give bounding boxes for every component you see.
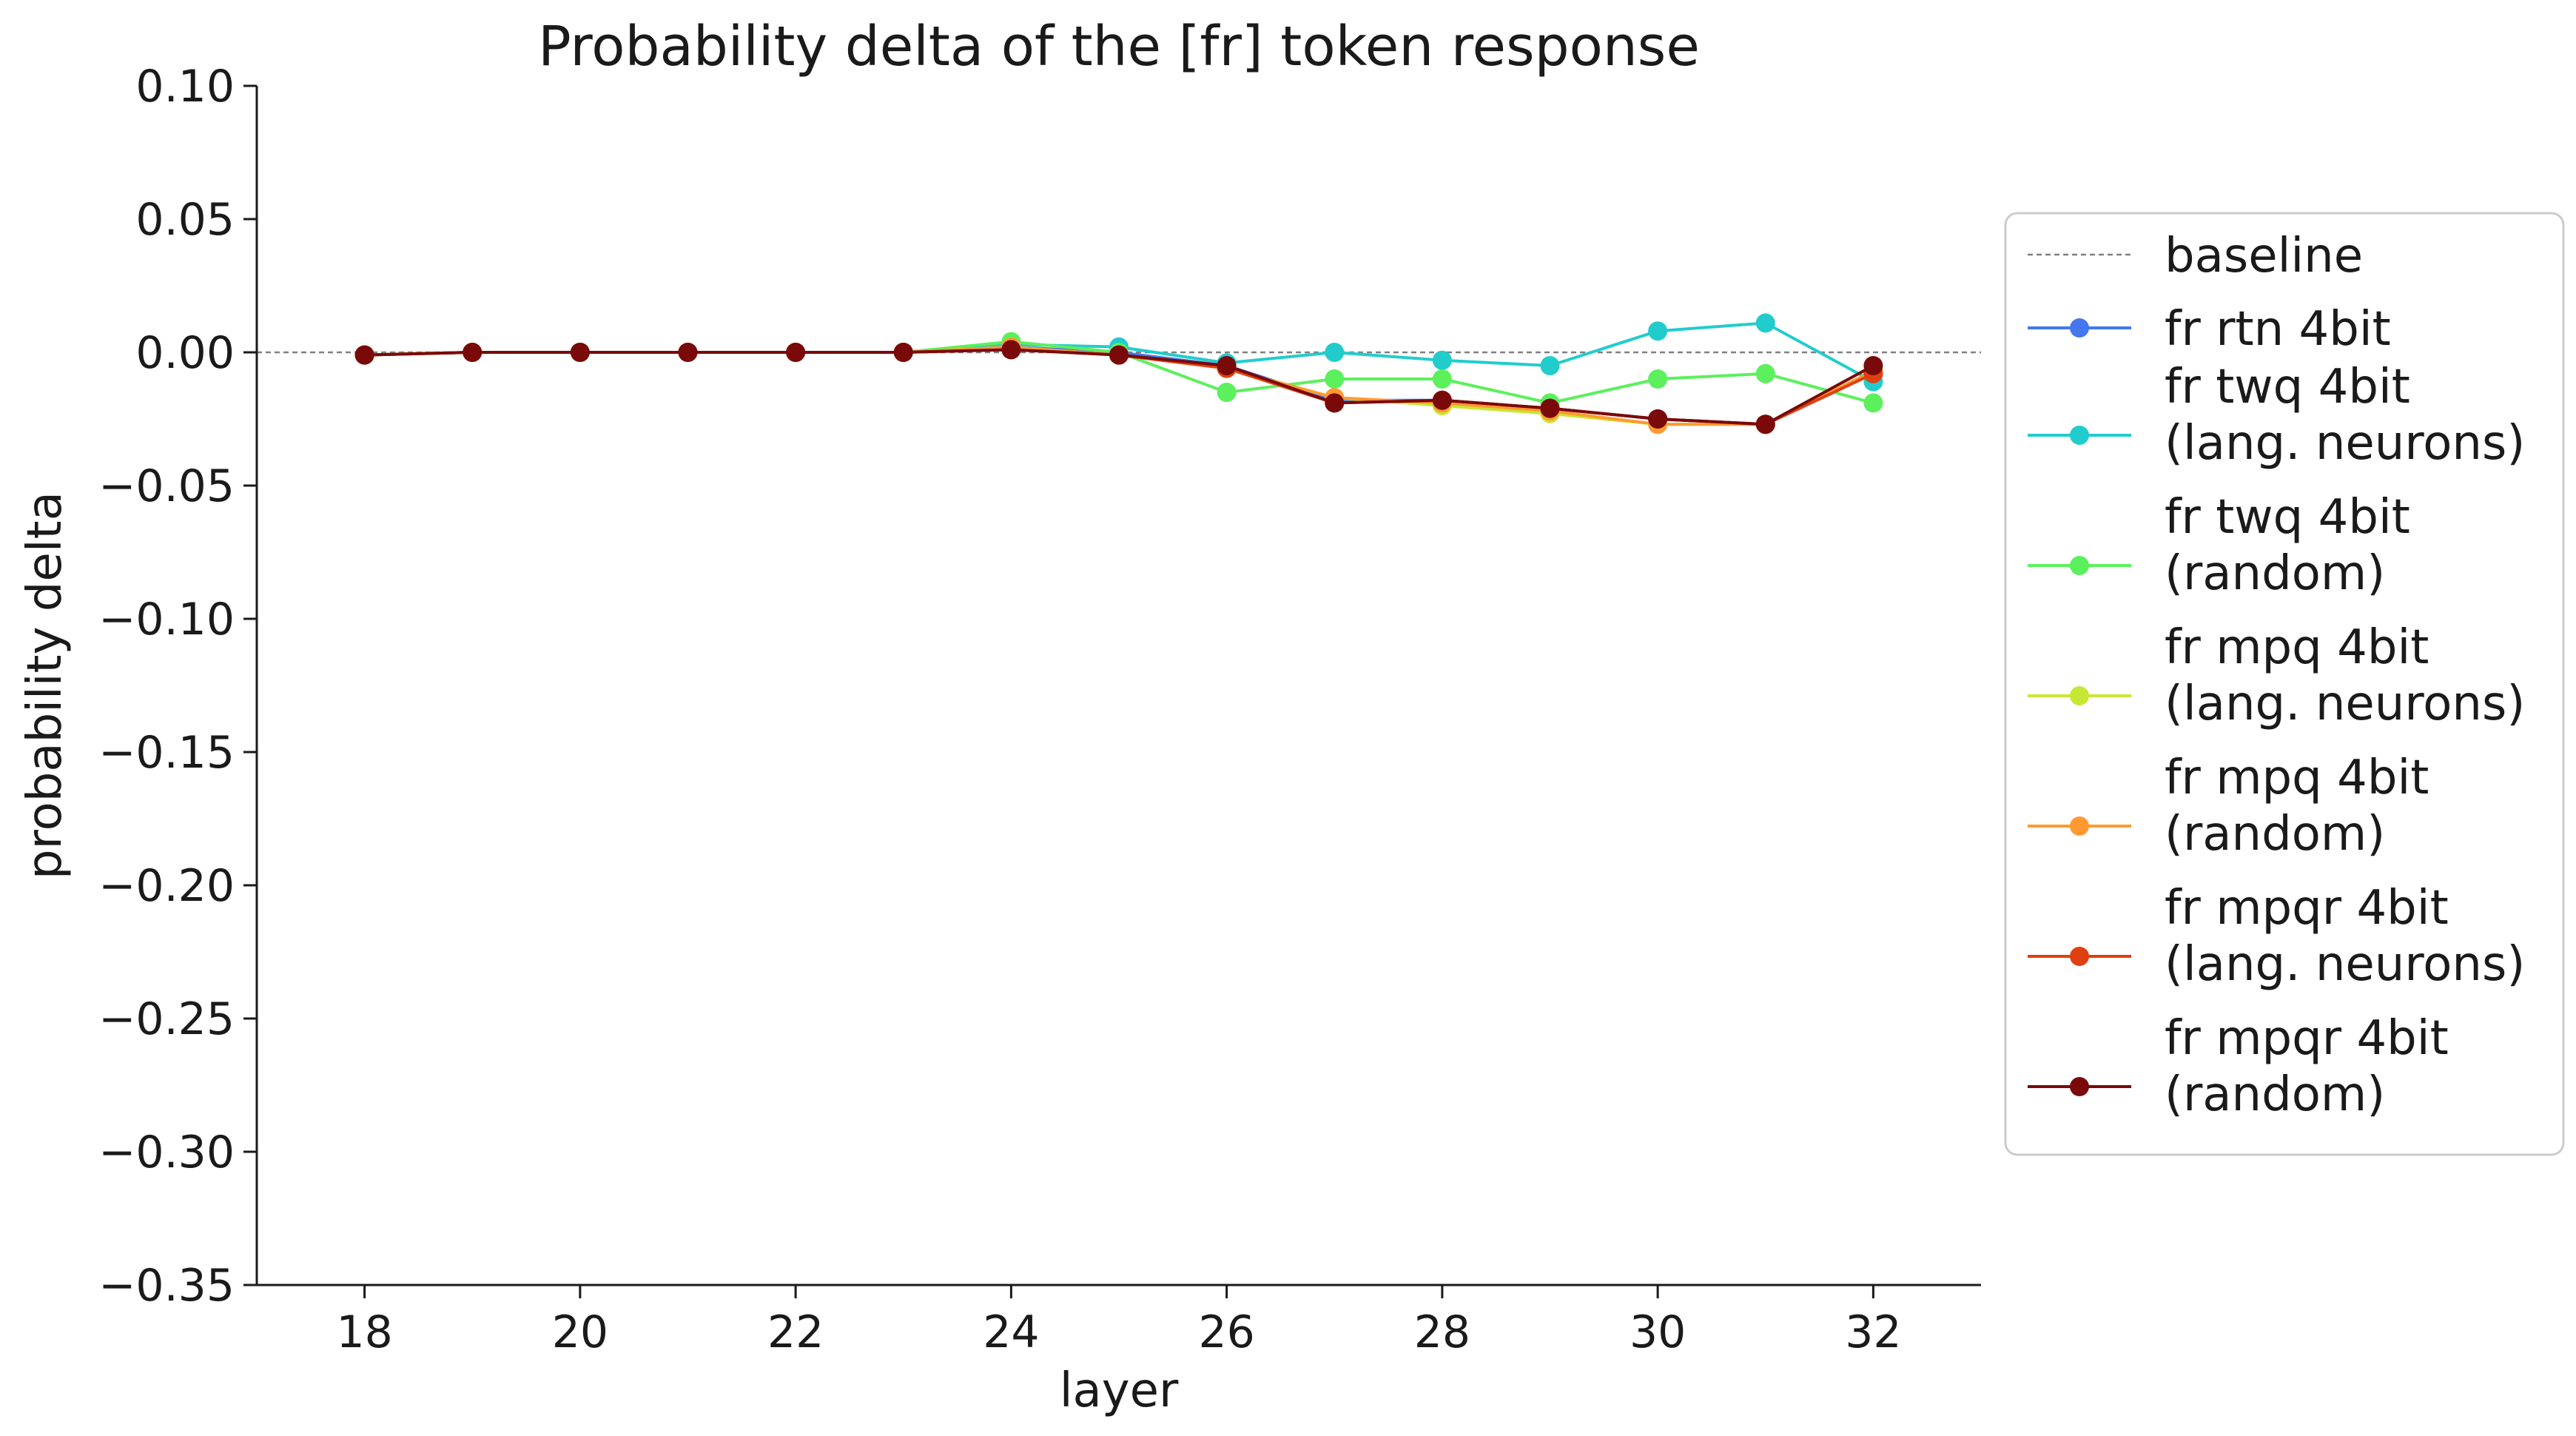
legend-label: (lang. neurons) — [2165, 937, 2525, 992]
x-tick-label: 24 — [983, 1306, 1039, 1358]
legend-marker — [2070, 816, 2089, 836]
legend-box — [2004, 212, 2565, 1156]
data-point — [1540, 356, 1560, 375]
y-axis-label: probability delta — [18, 491, 73, 879]
legend-marker — [2070, 318, 2089, 338]
legend-label: (random) — [2165, 546, 2385, 601]
data-point — [1109, 345, 1129, 365]
legend-label: fr mpqr 4bit — [2165, 881, 2449, 936]
data-point — [1217, 356, 1237, 375]
data-point — [1432, 369, 1452, 389]
x-tick-label: 32 — [1845, 1306, 1901, 1358]
data-point — [1432, 350, 1452, 370]
legend-label: (random) — [2165, 807, 2385, 862]
data-point — [678, 343, 698, 362]
data-point — [1540, 398, 1560, 418]
series-7 — [354, 340, 1883, 435]
y-tick-label: −0.30 — [98, 1127, 235, 1178]
y-tick-label: −0.20 — [98, 860, 235, 912]
plot-area — [257, 313, 1981, 435]
data-point — [1217, 383, 1237, 402]
legend-label: fr twq 4bit — [2165, 490, 2410, 545]
legend-marker — [2070, 1077, 2089, 1096]
data-point — [463, 343, 482, 362]
legend-marker — [2070, 947, 2089, 966]
data-point — [1863, 393, 1883, 413]
y-tick-label: −0.25 — [98, 993, 235, 1045]
legend-label: fr rtn 4bit — [2165, 302, 2391, 357]
data-point — [1001, 340, 1021, 360]
data-point — [1755, 363, 1775, 383]
y-tick-label: −0.15 — [98, 727, 235, 779]
data-point — [1648, 369, 1668, 389]
y-tick-label: 0.05 — [135, 194, 235, 246]
data-point — [1648, 321, 1668, 341]
data-point — [570, 343, 590, 362]
legend-label: (random) — [2165, 1067, 2385, 1122]
data-point — [893, 343, 913, 362]
x-tick-label: 18 — [336, 1306, 392, 1358]
x-tick-label: 26 — [1198, 1306, 1254, 1358]
data-point — [786, 343, 806, 362]
data-point — [1863, 356, 1883, 375]
legend-label: fr twq 4bit — [2165, 360, 2410, 415]
legend-label-baseline: baseline — [2165, 229, 2363, 283]
legend-label: (lang. neurons) — [2165, 416, 2525, 471]
x-axis: 18 20 22 24 26 28 30 32 — [257, 1284, 1981, 1358]
data-point — [354, 345, 374, 365]
data-point — [1325, 369, 1345, 389]
y-tick-label: 0.10 — [135, 61, 235, 113]
legend-marker — [2070, 556, 2089, 575]
legend-marker — [2070, 686, 2089, 705]
y-tick-label: −0.35 — [98, 1260, 235, 1312]
legend-label: fr mpqr 4bit — [2165, 1011, 2449, 1066]
x-tick-label: 22 — [767, 1306, 824, 1358]
data-point — [1432, 390, 1452, 410]
legend-marker — [2070, 426, 2089, 445]
data-point — [1648, 409, 1668, 429]
legend-label: (lang. neurons) — [2165, 677, 2525, 731]
y-axis: 0.10 0.05 0.00 −0.05 −0.10 −0.15 −0.20 −0.25 −0.… — [98, 61, 258, 1312]
series-layer — [354, 313, 1883, 435]
x-tick-label: 30 — [1630, 1306, 1686, 1358]
legend-label: fr mpq 4bit — [2165, 751, 2429, 805]
y-tick-label: −0.05 — [98, 460, 235, 512]
y-tick-label: −0.10 — [98, 594, 235, 645]
x-tick-label: 28 — [1414, 1306, 1470, 1358]
y-tick-label: 0.00 — [135, 327, 235, 379]
data-point — [1325, 393, 1345, 413]
data-point — [1325, 343, 1345, 362]
chart-title: Probability delta of the [fr] token resp… — [538, 15, 1700, 78]
x-axis-label: layer — [1060, 1363, 1179, 1418]
legend-label: fr mpq 4bit — [2165, 620, 2429, 675]
data-point — [1755, 415, 1775, 435]
x-tick-label: 20 — [552, 1306, 608, 1358]
data-point — [1755, 313, 1775, 333]
